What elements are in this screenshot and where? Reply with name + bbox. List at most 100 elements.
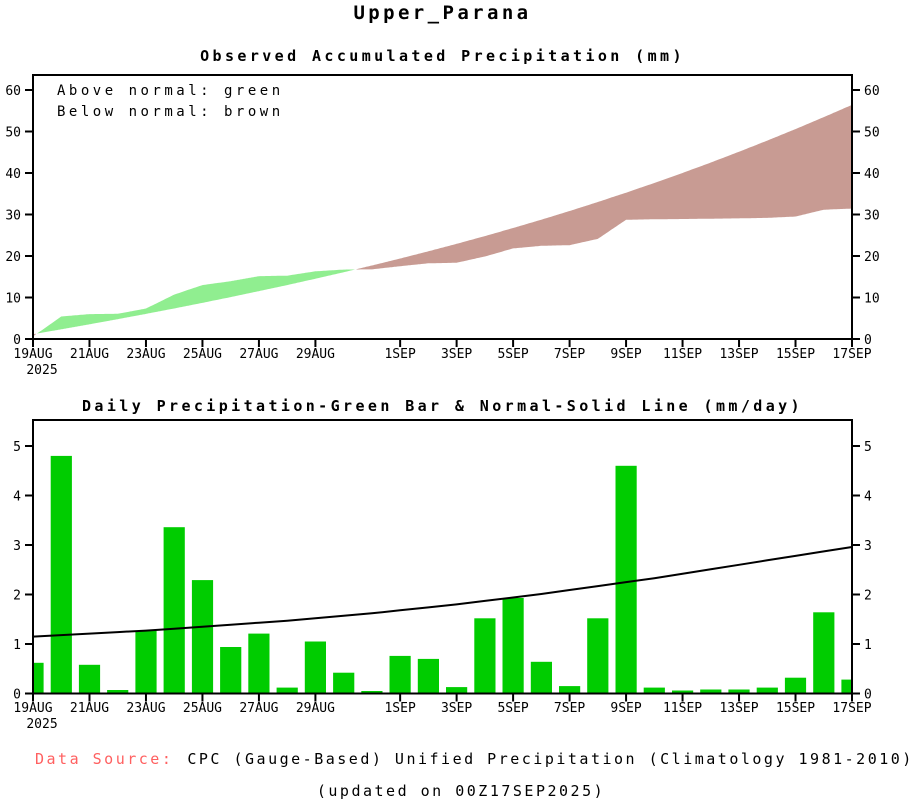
y-tick-label: 20 — [5, 250, 21, 265]
accumulated-chart-title: Observed Accumulated Precipitation (mm) — [200, 47, 685, 65]
daily-bar — [417, 658, 439, 694]
x-year-label: 2025 — [26, 717, 57, 732]
y-tick-label: 1 — [13, 638, 21, 653]
x-tick-label: 1SEP — [384, 701, 415, 716]
x-tick-label: 25AUG — [183, 347, 222, 362]
x-tick-label: 27AUG — [239, 701, 278, 716]
x-axis: 19AUG 21AUG 23AUG 25AUG 27AUG 29AUG 1SEP 3SEP 5S… — [13, 693, 872, 732]
footer-updated-line: (updated on 00Z17SEP2025) — [316, 782, 606, 800]
accumulated-chart-canvas: 0 0 10 10 20 20 30 30 40 40 50 50 60 60 19AUG 21AUG 23AU… — [5, 74, 880, 378]
y-tick-label: 0 — [864, 688, 872, 703]
x-tick-label: 19AUG — [13, 347, 52, 362]
y-tick-label: 2 — [864, 589, 872, 604]
daily-bar — [813, 612, 835, 694]
y-tick-label: 60 — [5, 84, 21, 99]
y-tick-label: 2 — [13, 589, 21, 604]
daily-bar — [163, 527, 185, 694]
daily-bar — [587, 618, 609, 694]
x-tick-label: 7SEP — [554, 347, 585, 362]
y-tick-label: 0 — [13, 688, 21, 703]
data-source-label: Data Source: — [35, 750, 174, 768]
page-title: Upper_Parana — [353, 2, 532, 24]
daily-bar — [728, 689, 750, 694]
below-normal-area — [356, 104, 852, 270]
daily-bar — [361, 691, 383, 694]
y-tick-label: 5 — [13, 440, 21, 455]
daily-bar — [333, 672, 355, 694]
daily-precip-chart: Daily Precipitation-Green Bar & Normal-S… — [0, 390, 922, 740]
y-tick-label: 50 — [5, 126, 21, 141]
x-tick-label: 19AUG — [13, 701, 52, 716]
plot-box — [32, 74, 853, 340]
daily-bar — [248, 633, 270, 694]
daily-bar — [78, 664, 101, 694]
daily-bar — [559, 686, 581, 694]
y-tick-label: 0 — [13, 333, 21, 348]
y-tick-label: 3 — [864, 539, 872, 554]
y-axis: 0 0 10 10 20 20 30 30 40 40 50 50 60 60 — [5, 84, 879, 348]
x-tick-label: 15SEP — [776, 347, 815, 362]
x-tick-label: 13SEP — [719, 701, 758, 716]
y-tick-label: 10 — [5, 292, 21, 307]
daily-bar — [643, 687, 665, 694]
x-tick-label: 5SEP — [497, 347, 528, 362]
daily-bar — [784, 677, 807, 694]
daily-bar — [474, 618, 496, 694]
y-tick-label: 50 — [864, 126, 880, 141]
x-tick-label: 29AUG — [296, 347, 335, 362]
daily-bar — [502, 598, 524, 694]
x-tick-label: 21AUG — [70, 701, 109, 716]
x-tick-label: 29AUG — [296, 701, 335, 716]
x-tick-label: 17SEP — [832, 347, 871, 362]
legend-above-normal: Above normal: green — [57, 83, 284, 99]
x-year-label: 2025 — [26, 363, 57, 378]
y-tick-label: 4 — [13, 490, 21, 505]
daily-chart-title: Daily Precipitation-Green Bar & Normal-S… — [82, 397, 803, 415]
daily-bar — [50, 455, 72, 694]
x-tick-label: 9SEP — [610, 701, 641, 716]
daily-bar — [446, 687, 468, 694]
daily-bar — [389, 655, 411, 694]
daily-bar — [191, 580, 214, 694]
daily-bar — [841, 679, 852, 694]
y-tick-label: 40 — [5, 167, 21, 182]
x-tick-label: 9SEP — [610, 347, 641, 362]
y-tick-label: 20 — [864, 250, 880, 265]
y-axis: 0 0 1 1 2 2 3 3 4 4 5 5 — [13, 440, 872, 703]
above-normal-area — [37, 269, 355, 334]
daily-bar — [276, 687, 298, 694]
x-tick-label: 3SEP — [441, 347, 472, 362]
daily-bars — [33, 455, 852, 694]
legend-below-normal: Below normal: brown — [57, 104, 284, 120]
x-tick-label: 15SEP — [776, 701, 815, 716]
daily-bar — [107, 690, 129, 694]
x-tick-label: 11SEP — [663, 701, 702, 716]
y-tick-label: 10 — [864, 292, 880, 307]
x-tick-label: 11SEP — [663, 347, 702, 362]
daily-bar — [304, 641, 326, 694]
x-tick-label: 5SEP — [497, 701, 528, 716]
x-tick-label: 23AUG — [126, 347, 165, 362]
x-tick-label: 3SEP — [441, 701, 472, 716]
x-tick-label: 7SEP — [554, 701, 585, 716]
daily-chart-canvas: 0 0 1 1 2 2 3 3 4 4 5 5 19AUG 21AUG 23AUG 25AUG 27AUG 29A… — [13, 419, 872, 732]
footer-source-line: Data Source: CPC (Gauge-Based) Unified Pr… — [35, 750, 914, 768]
plot-box — [32, 419, 853, 695]
x-tick-label: 17SEP — [832, 701, 871, 716]
x-tick-label: 27AUG — [239, 347, 278, 362]
x-tick-label: 13SEP — [719, 347, 758, 362]
daily-bar — [220, 647, 242, 694]
x-tick-label: 23AUG — [126, 701, 165, 716]
daily-bar — [756, 687, 778, 694]
normal-line — [32, 546, 853, 638]
accumulated-precip-chart: Observed Accumulated Precipitation (mm) … — [0, 45, 922, 390]
daily-bar — [615, 465, 637, 694]
chart-legend: Above normal: green Below normal: brown — [57, 81, 284, 123]
x-tick-label: 25AUG — [183, 701, 222, 716]
y-tick-label: 5 — [864, 440, 872, 455]
y-tick-label: 4 — [864, 490, 872, 505]
daily-bar — [33, 662, 44, 694]
daily-bar — [135, 630, 157, 694]
daily-bar — [530, 661, 552, 694]
